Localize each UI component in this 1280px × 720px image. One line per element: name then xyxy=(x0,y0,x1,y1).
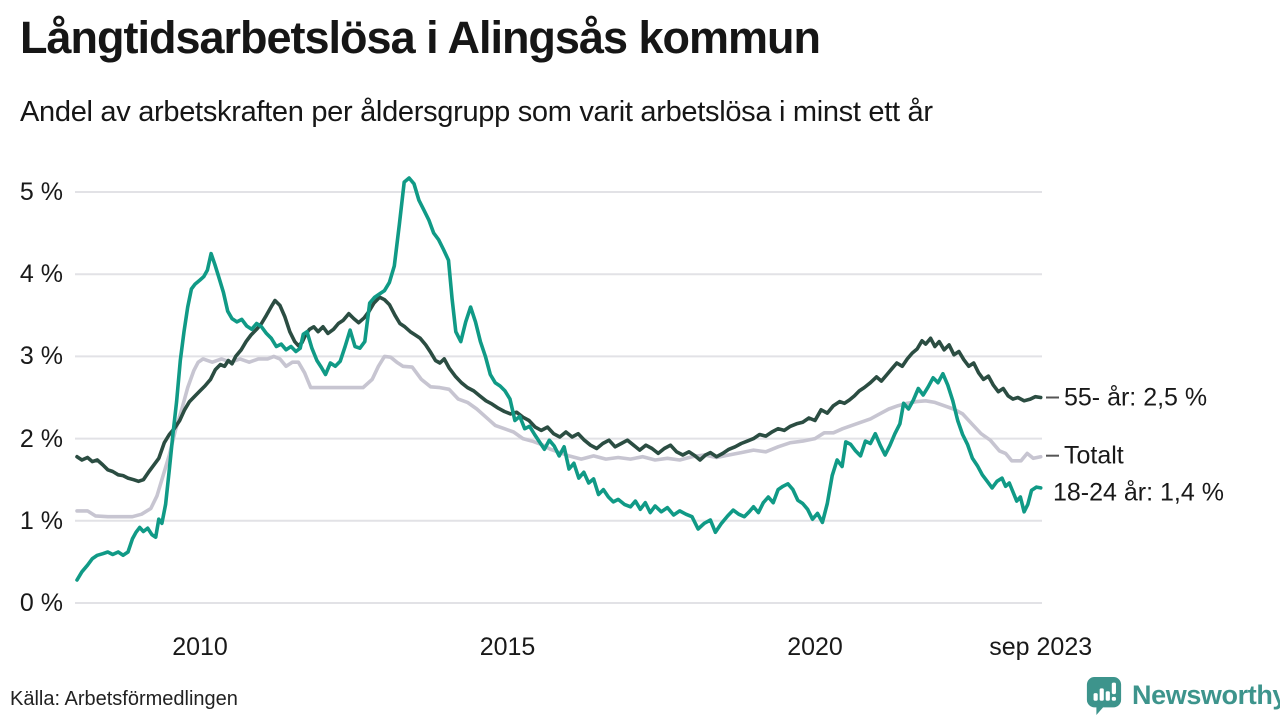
series-label-55--år: 55- år: 2,5 % xyxy=(1064,383,1208,411)
newsworthy-speech-bubble-icon xyxy=(1086,676,1122,715)
series-line-55--år xyxy=(75,295,1043,484)
series-label-18-24-år: 18-24 år: 1,4 % xyxy=(1053,478,1224,507)
series-line-Totalt xyxy=(75,354,1043,519)
page-title: Långtidsarbetslösa i Alingsås kommun xyxy=(20,12,821,63)
y-tick-label: 2 % xyxy=(19,424,63,453)
source-note: Källa: Arbetsförmedlingen xyxy=(10,688,238,710)
newsworthy-logo: Newsworthy xyxy=(1085,675,1280,716)
y-tick-label: 3 % xyxy=(19,342,63,371)
x-tick-label: 2020 xyxy=(787,633,843,661)
series-label-Totalt: Totalt xyxy=(1064,441,1124,470)
y-tick-label: 0 % xyxy=(19,589,63,617)
x-tick-label: 2015 xyxy=(479,633,536,661)
x-tick-label: 2010 xyxy=(172,633,228,661)
y-tick-label: 5 % xyxy=(19,178,63,206)
y-tick-label: 4 % xyxy=(19,260,63,289)
series-line-18-24-år xyxy=(75,176,1043,582)
y-tick-label: 1 % xyxy=(19,506,63,535)
x-tick-label: sep 2023 xyxy=(989,633,1093,661)
newsworthy-wordmark: Newsworthy xyxy=(1132,680,1280,710)
page-subtitle: Andel av arbetskraften per åldersgrupp s… xyxy=(20,96,933,128)
